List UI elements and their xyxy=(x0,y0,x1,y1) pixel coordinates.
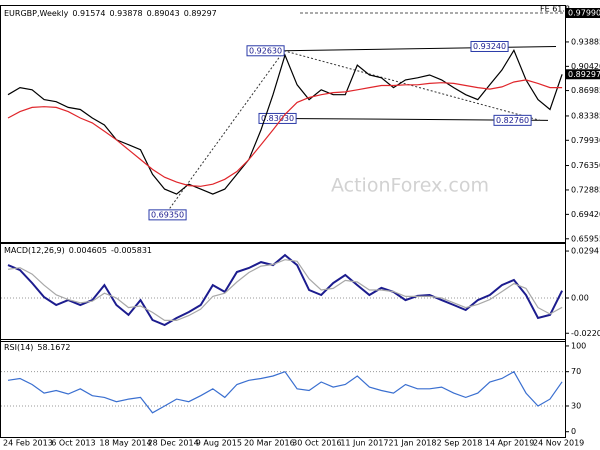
y-tick-label: 100 xyxy=(571,341,586,350)
fe-marker xyxy=(566,8,600,19)
x-tick-label: 24 Feb 2013 xyxy=(3,439,53,448)
x-tick-label: 2 Sep 2018 xyxy=(437,439,483,448)
reading: 0.89297 xyxy=(184,9,217,18)
fe-name: FE 61.8 xyxy=(540,5,570,14)
x-tick-label: 20 Mar 2016 xyxy=(244,439,295,448)
annotation-label: 0.82760 xyxy=(496,116,529,125)
reading: 0.91574 xyxy=(72,9,105,18)
panel-frame xyxy=(0,5,566,244)
y-tick-label: 0.72885 xyxy=(571,185,600,194)
annotation-label: 0.92630 xyxy=(249,46,282,55)
y-tick-label: 0.83385 xyxy=(571,111,600,120)
panel-title: EURGBP,Weekly xyxy=(4,9,69,18)
last-price-marker xyxy=(566,69,600,80)
series-line xyxy=(7,370,563,414)
y-tick-label: 0.86985 xyxy=(571,86,600,95)
y-tick-label: 0.00 xyxy=(571,294,589,303)
x-tick-label: 6 Oct 2013 xyxy=(51,439,95,448)
x-tick-label: 9 Aug 2015 xyxy=(196,439,242,448)
annotation-box xyxy=(470,40,509,52)
annotation-label: 0.83030 xyxy=(261,114,294,123)
annotation-box xyxy=(246,45,285,57)
x-tick-label: 14 Apr 2019 xyxy=(485,439,534,448)
y-tick-label: 0.93885 xyxy=(571,37,600,46)
series-line xyxy=(7,259,563,321)
panel-header: RSI(14) 58.1672 xyxy=(4,343,71,352)
panel-frame xyxy=(0,339,566,438)
panel-title: MACD(12,26,9) xyxy=(4,246,65,255)
series-line xyxy=(7,48,563,195)
reading: 0.89043 xyxy=(147,9,180,18)
trend-line xyxy=(283,50,541,121)
reading: 0.004605 xyxy=(69,246,107,255)
y-tick-label: 30 xyxy=(571,401,581,410)
x-tick-label: 21 Jan 2018 xyxy=(389,439,437,448)
y-tick-label: -0.022074 xyxy=(571,329,600,338)
y-tick-label: 70 xyxy=(571,367,581,376)
reading: 58.1672 xyxy=(37,343,70,352)
reading: -0.005831 xyxy=(111,246,152,255)
last-price-label: 0.89297 xyxy=(568,70,600,79)
x-tick-label: 24 Nov 2019 xyxy=(533,439,584,448)
fe-label: 0.97990 xyxy=(568,9,600,18)
panel-header: EURGBP,Weekly 0.91574 0.93878 0.89043 0.8929… xyxy=(4,9,217,18)
series-line xyxy=(7,79,563,187)
panel-title: RSI(14) xyxy=(4,343,33,352)
x-tick-label: 30 Oct 2016 xyxy=(292,439,341,448)
reading: 0.93878 xyxy=(110,9,143,18)
annotation-label: 0.93240 xyxy=(473,42,506,51)
y-tick-label: 0 xyxy=(571,427,576,436)
x-tick-label: 18 May 2014 xyxy=(99,439,151,448)
annotation-box xyxy=(148,209,187,221)
annotation-box xyxy=(493,114,532,126)
y-tick-label: 0.65955 xyxy=(571,234,600,243)
watermark: ActionForex.com xyxy=(331,175,489,197)
panel-frame xyxy=(0,242,566,342)
annotation-label: 0.69350 xyxy=(151,210,184,219)
y-tick-label: 0.029412 xyxy=(571,247,600,256)
panel-header: MACD(12,26,9) 0.004605 -0.005831 xyxy=(4,246,152,255)
x-tick-label: 28 Dec 2014 xyxy=(148,439,199,448)
x-tick-label: 11 Jun 2017 xyxy=(340,439,388,448)
channel-line xyxy=(283,45,557,52)
